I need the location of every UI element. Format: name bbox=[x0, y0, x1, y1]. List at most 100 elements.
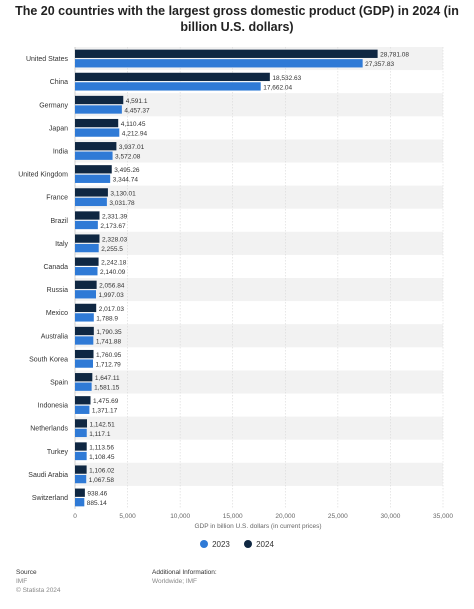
row-stripe bbox=[75, 231, 443, 255]
data-label-2023: 1,741.88 bbox=[96, 338, 122, 345]
data-label-2024: 1,647.11 bbox=[95, 375, 120, 382]
bar-2023[interactable] bbox=[75, 151, 113, 160]
bar-2024[interactable] bbox=[75, 419, 88, 428]
row-stripe bbox=[75, 370, 443, 394]
data-label-2023: 1,108.45 bbox=[89, 454, 115, 461]
chart-title: The 20 countries with the largest gross … bbox=[15, 4, 459, 34]
data-label-2024: 18,532.63 bbox=[272, 75, 301, 82]
data-label-2024: 2,331.39 bbox=[102, 213, 128, 220]
x-tick-label: 10,000 bbox=[170, 513, 190, 520]
bar-2023[interactable] bbox=[75, 105, 122, 114]
data-label-2023: 1,788.9 bbox=[96, 315, 118, 322]
legend-dot-2023 bbox=[200, 540, 209, 548]
bar-2023[interactable] bbox=[75, 498, 85, 507]
bar-2023[interactable] bbox=[75, 290, 96, 299]
bar-2023[interactable] bbox=[75, 359, 94, 368]
bar-2024[interactable] bbox=[75, 257, 99, 266]
bar-2023[interactable] bbox=[75, 405, 90, 414]
x-tick-label: 15,000 bbox=[223, 513, 243, 520]
data-label-2024: 2,017.03 bbox=[99, 306, 125, 313]
bar-2024[interactable] bbox=[75, 118, 119, 128]
data-label-2023: 2,255.5 bbox=[101, 246, 123, 253]
source-name: IMF bbox=[16, 578, 28, 585]
bar-2023[interactable] bbox=[75, 382, 92, 391]
category-label: Mexico bbox=[46, 310, 68, 317]
bar-2024[interactable] bbox=[75, 373, 93, 382]
bar-2024[interactable] bbox=[75, 280, 97, 289]
bar-2023[interactable] bbox=[75, 128, 120, 137]
bar-2024[interactable] bbox=[75, 211, 100, 220]
row-stripe bbox=[75, 185, 443, 209]
bar-2024[interactable] bbox=[75, 49, 378, 58]
x-tick-label: 30,000 bbox=[380, 513, 400, 520]
data-label-2023: 2,173.67 bbox=[100, 223, 126, 230]
legend-item-2023[interactable]: 2023 bbox=[200, 540, 230, 549]
bar-2024[interactable] bbox=[75, 165, 112, 174]
bar-2024[interactable] bbox=[75, 488, 85, 497]
bar-2023[interactable] bbox=[75, 267, 98, 276]
data-label-2024: 1,106.02 bbox=[89, 467, 115, 474]
source-heading: Source bbox=[16, 569, 37, 576]
bar-2024[interactable] bbox=[75, 442, 87, 451]
data-label-2024: 2,328.03 bbox=[102, 236, 128, 243]
data-label-2023: 3,344.74 bbox=[113, 177, 139, 184]
category-label: Netherlands bbox=[30, 426, 68, 433]
data-label-2024: 1,142.51 bbox=[90, 421, 116, 428]
category-label: Indonesia bbox=[38, 403, 68, 410]
legend-dot-2024 bbox=[244, 540, 253, 548]
category-label: India bbox=[53, 148, 68, 155]
data-label-2023: 2,140.09 bbox=[100, 269, 126, 276]
legend-label-2024: 2024 bbox=[256, 540, 274, 549]
data-label-2023: 1,997.03 bbox=[98, 292, 124, 299]
row-stripe bbox=[75, 324, 443, 348]
bar-2023[interactable] bbox=[75, 474, 87, 484]
legend-item-2024[interactable]: 2024 bbox=[244, 540, 274, 549]
additional-info-heading: Additional Information: bbox=[152, 569, 217, 576]
data-label-2024: 3,130.01 bbox=[110, 190, 136, 197]
x-tick-labels: 0 5,000 10,000 15,000 20,000 25,000 30,000 35,0… bbox=[73, 513, 453, 520]
source-block: Source IMF © Statista 2024 bbox=[16, 568, 61, 595]
data-label-2023: 1,371.17 bbox=[92, 408, 118, 415]
row-stripes bbox=[75, 47, 443, 486]
category-label: France bbox=[46, 195, 68, 202]
bar-2024[interactable] bbox=[75, 142, 117, 151]
category-label: Germany bbox=[39, 102, 68, 109]
x-axis-label: GDP in billion U.S. dollars (in current … bbox=[194, 523, 321, 530]
data-label-2024: 1,113.56 bbox=[89, 444, 114, 451]
category-label: Spain bbox=[50, 379, 68, 386]
value-labels: 28,781.08 27,357.83 18,532.63 17,662.04 4,59… bbox=[87, 52, 410, 507]
bar-2023[interactable] bbox=[75, 220, 98, 230]
copyright: © Statista 2024 bbox=[16, 587, 61, 594]
category-label: United Kingdom bbox=[18, 172, 68, 179]
category-label: Turkey bbox=[47, 449, 69, 456]
bar-2024[interactable] bbox=[75, 465, 87, 474]
bar-2023[interactable] bbox=[75, 197, 107, 207]
bar-2024[interactable] bbox=[75, 95, 124, 105]
bar-2023[interactable] bbox=[75, 59, 363, 68]
bar-2024[interactable] bbox=[75, 72, 270, 82]
data-label-2024: 28,781.08 bbox=[380, 52, 409, 59]
bar-2023[interactable] bbox=[75, 174, 111, 183]
bar-2024[interactable] bbox=[75, 326, 94, 336]
bar-2023[interactable] bbox=[75, 243, 99, 253]
bar-2023[interactable] bbox=[75, 313, 94, 322]
legend: 2023 2024 bbox=[0, 540, 474, 549]
data-label-2023: 3,031.78 bbox=[109, 200, 135, 207]
bar-2024[interactable] bbox=[75, 349, 94, 359]
bar-2024[interactable] bbox=[75, 396, 91, 405]
bar-2024[interactable] bbox=[75, 303, 97, 313]
data-label-2023: 17,662.04 bbox=[263, 84, 292, 91]
bar-2023[interactable] bbox=[75, 82, 261, 91]
bar-2023[interactable] bbox=[75, 451, 87, 461]
data-label-2023: 3,572.08 bbox=[115, 154, 141, 161]
x-tick-label: 0 bbox=[73, 513, 77, 520]
bar-2024[interactable] bbox=[75, 234, 100, 243]
category-label: Russia bbox=[47, 287, 69, 294]
data-label-2023: 885.14 bbox=[87, 500, 107, 507]
category-label: South Korea bbox=[29, 356, 68, 363]
data-label-2024: 4,591.1 bbox=[126, 98, 148, 105]
bar-2023[interactable] bbox=[75, 428, 87, 438]
data-label-2023: 1,117.1 bbox=[89, 431, 111, 438]
bar-2024[interactable] bbox=[75, 188, 108, 197]
bar-2023[interactable] bbox=[75, 336, 94, 345]
